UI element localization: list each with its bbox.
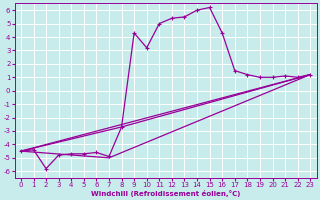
X-axis label: Windchill (Refroidissement éolien,°C): Windchill (Refroidissement éolien,°C) [91,190,240,197]
